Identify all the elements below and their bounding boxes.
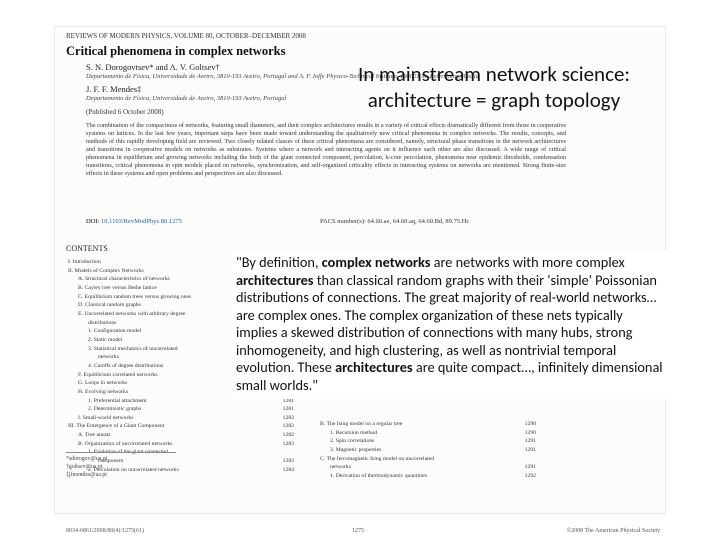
toc-page: 1283 [272, 440, 294, 449]
toc-page: 1284 [272, 466, 294, 475]
footnote-2: †goltsev@ua.pt [66, 464, 176, 472]
toc-row: B. Organization of uncorrelated networks… [68, 440, 294, 449]
toc-label: B. Organization of uncorrelated networks [68, 440, 272, 449]
toc-label: C. The ferromagnetic Ising model on unco… [310, 455, 514, 464]
quote-bold-3: architectures [335, 358, 413, 376]
footnotes: *sdorogov@ua.pt †goltsev@ua.pt ‡jfmendes… [66, 452, 176, 479]
toc-label: III. The Emergence of a Giant Component [68, 422, 272, 431]
footer-copyright: ©2008 The American Physical Society [567, 528, 660, 534]
toc-label: B. The Ising model on a regular tree [310, 420, 514, 429]
footnote-1: *sdorogov@ua.pt [66, 456, 176, 464]
toc-label: networks [310, 463, 514, 472]
toc-column-2: B. The Ising model on a regular tree1290… [310, 420, 536, 481]
toc-row: networks1291 [310, 463, 536, 472]
toc-page: 1291 [514, 446, 536, 455]
pacs-numbers: PACS number(s): 64.60.ae, 64.60.aq, 64.6… [320, 218, 469, 225]
toc-page: 1291 [514, 437, 536, 446]
contents-heading: CONTENTS [66, 244, 108, 253]
quote-text: are networks with more complex [430, 253, 624, 271]
footer-page-number: 1275 [352, 528, 364, 534]
toc-page: 1292 [514, 472, 536, 481]
toc-page: 1282 [272, 414, 294, 423]
author-line-1: S. N. Dorogovtsev* and A. V. Goltsev† [86, 62, 220, 72]
footnote-3: ‡jfmendes@ua.pt [66, 472, 176, 480]
toc-row: 1. Derivation of thermodynamic quantitie… [310, 472, 536, 481]
toc-label: 2. Spin correlations [310, 437, 514, 446]
doi-link[interactable]: 10.1103/RevModPhys.80.1275 [101, 218, 182, 225]
toc-page: 1283 [272, 457, 294, 466]
toc-row: I. Small-world networks1282 [68, 414, 294, 423]
article-title: Critical phenomena in complex networks [66, 44, 285, 59]
overlay-title: In mainstream network science: architect… [314, 62, 674, 113]
toc-page: 1282 [272, 431, 294, 440]
toc-label: I. Small-world networks [68, 414, 272, 423]
toc-page: 1290 [514, 429, 536, 438]
toc-row: 2. Spin correlations1291 [310, 437, 536, 446]
toc-row: 1. Recursion method1290 [310, 429, 536, 438]
quote-text: "By definition, [236, 253, 322, 271]
footer-left: 0034-6861/2008/80(4)/1275(61) [66, 528, 144, 534]
toc-row: B. The Ising model on a regular tree1290 [310, 420, 536, 429]
toc-page: 1281 [272, 405, 294, 414]
doi-label: DOI: [86, 218, 99, 225]
affiliation-2: Departamento de Física, Universidade de … [86, 95, 286, 102]
toc-label: 2. Deterministic graphs [68, 405, 272, 414]
publish-date: (Published 6 October 2008) [86, 108, 164, 116]
overlay-quote: "By definition, complex networks are net… [232, 250, 672, 399]
toc-label: A. Tree ansatz [68, 431, 272, 440]
toc-page: 1282 [272, 422, 294, 431]
toc-page [272, 448, 294, 457]
toc-row: C. The ferromagnetic Ising model on unco… [310, 455, 536, 464]
toc-page: 1291 [514, 463, 536, 472]
quote-bold-1: complex networks [322, 253, 431, 271]
toc-page: 1290 [514, 420, 536, 429]
toc-row: 2. Deterministic graphs1281 [68, 405, 294, 414]
journal-header: REVIEWS OF MODERN PHYSICS, VOLUME 80, OC… [66, 32, 306, 40]
quote-bold-2: architectures [236, 271, 314, 289]
toc-label: 1. Recursion method [310, 429, 514, 438]
toc-page [514, 455, 536, 464]
abstract-text: The combination of the compactness of ne… [86, 122, 566, 178]
toc-label: 1. Derivation of thermodynamic quantitie… [310, 472, 514, 481]
toc-row: III. The Emergence of a Giant Component1… [68, 422, 294, 431]
author-line-2: J. F. F. Mendes‡ [86, 84, 141, 94]
toc-row: 3. Magnetic properties1291 [310, 446, 536, 455]
doi-line: DOI: 10.1103/RevModPhys.80.1275 [86, 218, 182, 225]
toc-label: 3. Magnetic properties [310, 446, 514, 455]
toc-row: A. Tree ansatz1282 [68, 431, 294, 440]
